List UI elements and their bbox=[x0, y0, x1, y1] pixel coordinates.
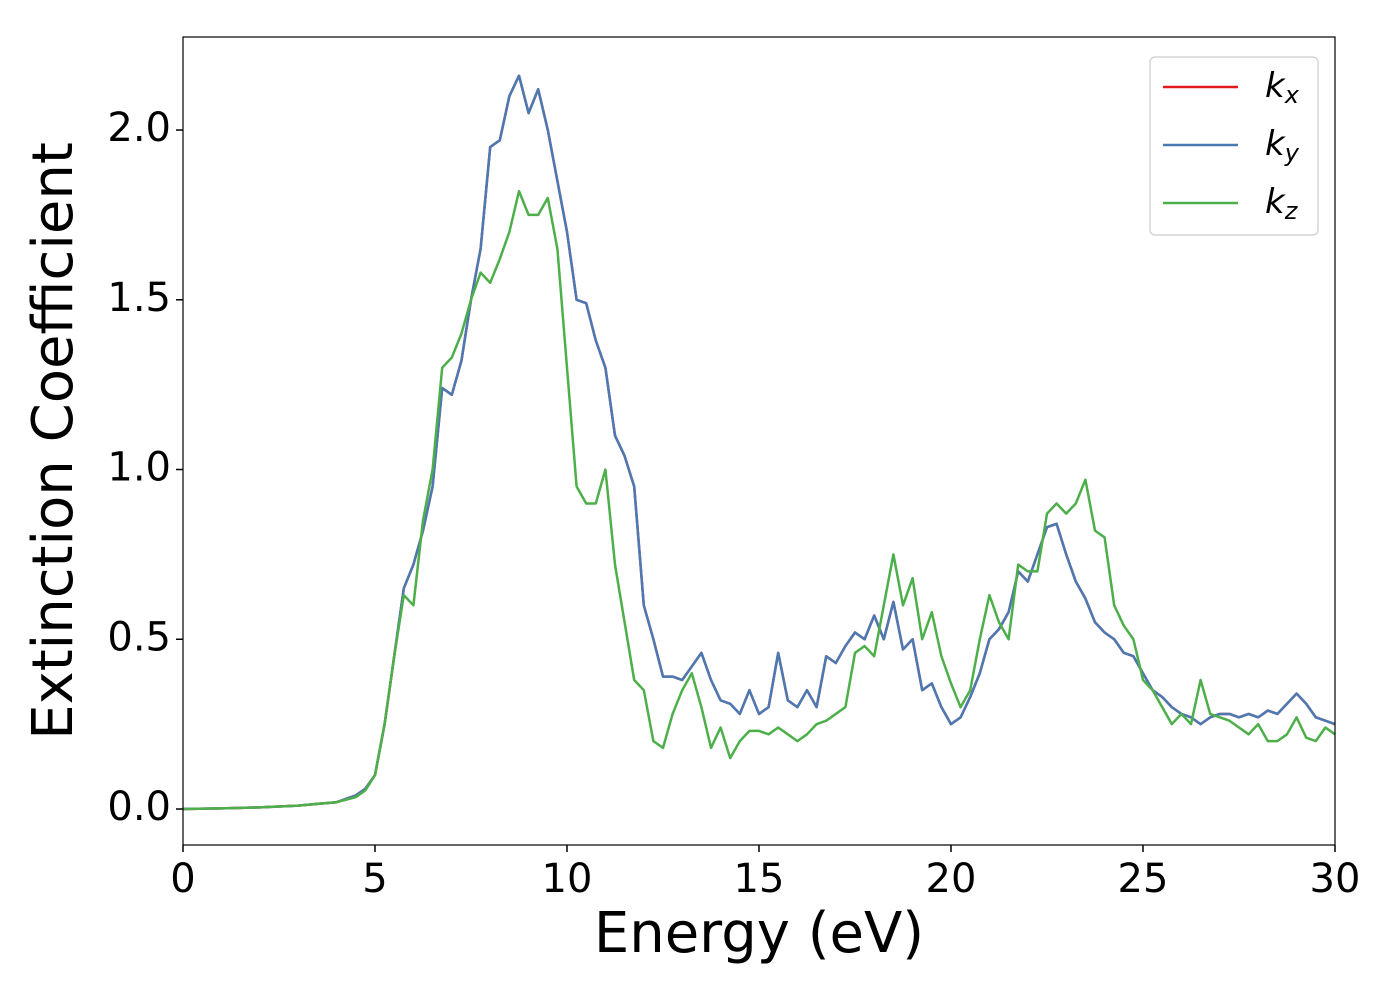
x-tick-label: 20 bbox=[926, 856, 977, 902]
legend-label: ky bbox=[1265, 124, 1300, 168]
x-tick-label: 15 bbox=[734, 856, 785, 902]
y-tick-label: 1.5 bbox=[107, 275, 171, 321]
legend-label: kx bbox=[1265, 66, 1300, 110]
y-tick-label: 1.0 bbox=[107, 445, 171, 491]
x-tick-label: 0 bbox=[170, 856, 195, 902]
x-tick-label: 30 bbox=[1310, 856, 1361, 902]
y-tick-label: 0.5 bbox=[107, 614, 171, 660]
x-axis-label: Energy (eV) bbox=[594, 901, 924, 966]
y-tick-label: 2.0 bbox=[107, 105, 171, 151]
y-axis-label: Extinction Coefficient bbox=[21, 142, 86, 740]
data-line bbox=[182, 189, 1336, 811]
x-tick-label: 25 bbox=[1118, 856, 1169, 902]
legend-label: kz bbox=[1265, 182, 1299, 226]
plot-frame bbox=[182, 36, 1336, 846]
y-tick-label: 0.0 bbox=[107, 784, 171, 830]
x-tick-label: 10 bbox=[542, 856, 593, 902]
x-tick-label: 5 bbox=[362, 856, 387, 902]
